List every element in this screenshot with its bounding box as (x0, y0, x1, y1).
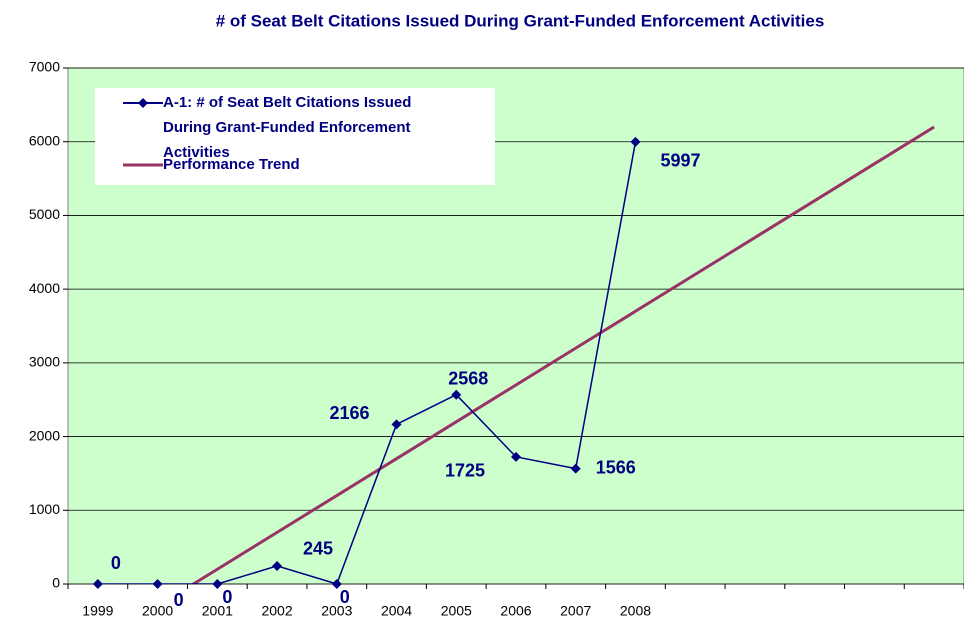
marker (511, 451, 521, 462)
marker (212, 579, 223, 589)
x-tick-label: 2006 (500, 603, 531, 619)
y-tick-label: 5000 (29, 206, 60, 222)
legend-label: A-1: # of Seat Belt Citations Issued Dur… (163, 94, 412, 161)
x-tick-label: 2000 (142, 603, 173, 619)
data-label: 1725 (445, 461, 485, 481)
y-tick-label: 4000 (29, 280, 60, 296)
y-tick-label: 0 (52, 575, 60, 591)
data-label: 0 (222, 587, 232, 607)
marker (451, 389, 462, 400)
marker (391, 419, 402, 430)
data-label: 245 (303, 539, 333, 559)
y-tick-label: 1000 (29, 501, 60, 517)
x-tick-label: 2005 (441, 603, 472, 619)
marker (570, 463, 581, 474)
marker (331, 579, 342, 589)
chart-title: # of Seat Belt Citations Issued During G… (216, 11, 825, 30)
legend-label: Performance Trend (163, 156, 300, 173)
marker (630, 136, 641, 147)
legend-symbol (103, 156, 163, 174)
marker (152, 579, 163, 589)
data-label: 1566 (596, 457, 636, 477)
x-tick-label: 2003 (321, 603, 352, 619)
series-line (97, 141, 637, 584)
y-tick-label: 7000 (29, 59, 60, 75)
marker (272, 560, 283, 571)
data-label: 0 (111, 553, 121, 573)
x-tick-label: 2007 (560, 603, 591, 619)
legend-symbol (103, 90, 163, 108)
x-tick-label: 1999 (82, 603, 113, 619)
x-tick-label: 2001 (202, 603, 233, 619)
plot-clip (97, 125, 935, 584)
trend-line (190, 125, 935, 584)
data-label: 0 (340, 587, 350, 607)
data-label: 0 (174, 590, 184, 610)
data-label: 5997 (660, 151, 700, 171)
data-label: 2568 (448, 368, 488, 388)
x-tick-label: 2008 (620, 603, 651, 619)
marker (92, 579, 103, 589)
y-tick-label: 3000 (29, 354, 60, 370)
x-tick-label: 2004 (381, 603, 412, 619)
legend: A-1: # of Seat Belt Citations Issued Dur… (95, 88, 495, 185)
y-tick-label: 6000 (29, 132, 60, 148)
y-tick-label: 2000 (29, 427, 60, 443)
legend-entry: A-1: # of Seat Belt Citations Issued Dur… (103, 90, 487, 165)
legend-entry: Performance Trend (103, 156, 487, 174)
x-tick-label: 2002 (261, 603, 292, 619)
data-label: 2166 (330, 403, 370, 423)
